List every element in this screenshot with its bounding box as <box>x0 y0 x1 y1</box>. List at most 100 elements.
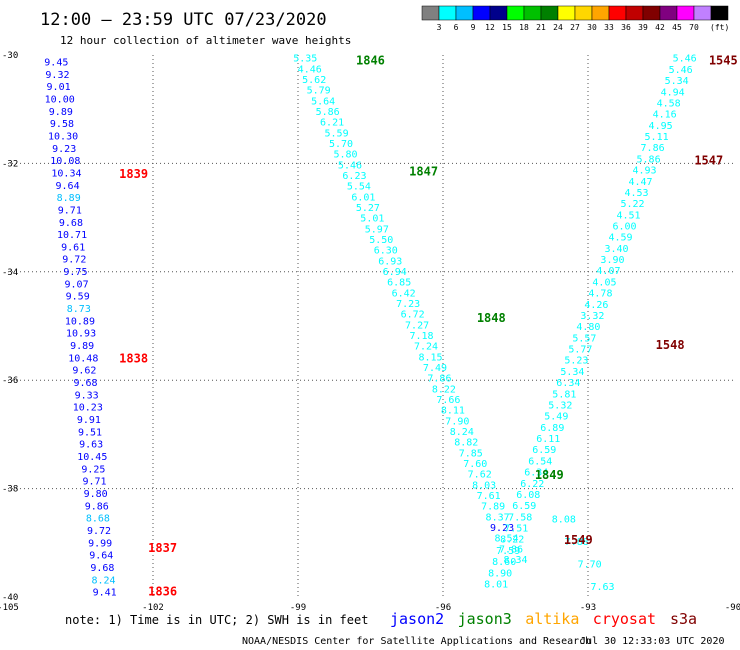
wave-height-value: 7.70 <box>578 560 602 571</box>
wave-height-value: 7.49 <box>423 363 447 374</box>
wave-height-value: 9.72 <box>87 526 111 537</box>
wave-height-value: 5.50 <box>369 235 393 246</box>
pass-time-labels: 1839 1838 1837 1836 1846 1847 1848 1849 1545 1547… <box>119 53 738 598</box>
wave-height-values: 9.459.329.0110.009.899.5810.309.2310.081… <box>44 54 696 599</box>
wave-height-value: 5.22 <box>620 199 644 210</box>
wave-height-value: 7.23 <box>396 299 420 310</box>
wave-height-value: 6.93 <box>378 256 402 267</box>
wave-height-value: 7.90 <box>445 416 469 427</box>
legend-swatch <box>455 5 474 21</box>
legend-unit: (ft) <box>710 23 729 32</box>
wave-height-value: 5.79 <box>307 86 331 97</box>
wave-height-value: 5.23 <box>564 356 588 367</box>
wave-height-value: 6.00 <box>612 221 636 232</box>
wave-height-value: 7.18 <box>410 331 434 342</box>
wave-height-value: 9.63 <box>79 440 103 451</box>
chart-grid <box>8 55 733 597</box>
legend-swatch <box>710 5 729 21</box>
wave-height-value: 4.26 <box>584 300 608 311</box>
color-scale-legend: 3 6 9 12 15 18 21 24 27 30 33 36 39 42 45 70 <box>421 5 729 32</box>
wave-height-value: 10.34 <box>51 168 81 179</box>
wave-height-value: 8.68 <box>86 514 110 525</box>
satellite-legend-label: jason3 <box>458 610 512 628</box>
wave-height-value: 10.23 <box>73 403 103 414</box>
wave-height-value: 4.51 <box>616 210 640 221</box>
pass-time-label: 1545 <box>709 53 738 67</box>
legend-swatch <box>659 5 678 21</box>
wave-height-value: 6.23 <box>342 171 366 182</box>
wave-height-value: 4.58 <box>657 98 681 109</box>
chart-subtitle: 12 hour collection of altimeter wave hei… <box>60 34 351 47</box>
wave-height-value: 8.82 <box>454 438 478 449</box>
wave-height-value: 6.72 <box>401 310 425 321</box>
wave-height-value: 10.93 <box>66 329 96 340</box>
legend-swatch <box>608 5 627 21</box>
wave-height-value: 4.80 <box>576 322 600 333</box>
legend-swatch <box>574 5 593 21</box>
wave-height-value: 9.71 <box>58 205 82 216</box>
wave-height-value: 6.94 <box>383 267 407 278</box>
satellite-legend-label: altika <box>525 610 579 628</box>
wave-height-value: 7.62 <box>468 470 492 481</box>
wave-height-value: 5.34 <box>665 76 689 87</box>
x-tick-label: -99 <box>290 603 306 613</box>
wave-height-value: 6.42 <box>392 288 416 299</box>
wave-height-value: 4.94 <box>661 87 685 98</box>
wave-height-value: 7.86 <box>427 374 451 385</box>
wave-height-value: 8.11 <box>441 406 465 417</box>
x-tick-label: -96 <box>435 603 451 613</box>
wave-height-value: 6.34 <box>556 378 580 389</box>
x-tick-label: -105 <box>0 603 19 613</box>
wave-height-value: 9.71 <box>83 477 107 488</box>
wave-height-value: 10.48 <box>68 353 98 364</box>
legend-swatch <box>523 5 542 21</box>
wave-height-value: 7.86 <box>641 143 665 154</box>
wave-height-value: 9.72 <box>62 255 86 266</box>
wave-height-value: 7.88 <box>565 537 589 548</box>
satellite-legend-label: cryosat <box>593 610 656 628</box>
legend-label: 27 <box>570 23 580 32</box>
wave-height-value: 9.64 <box>56 181 80 192</box>
wave-height-value: 5.70 <box>329 139 353 150</box>
wave-height-value: 6.22 <box>520 479 544 490</box>
wave-height-value: 3.32 <box>580 311 604 322</box>
wave-height-value: 5.54 <box>347 182 371 193</box>
legend-label: 42 <box>655 23 665 32</box>
wave-height-value: 8.01 <box>484 579 508 590</box>
wave-height-value: 8.37 <box>486 512 510 523</box>
y-tick-label: -30 <box>2 51 18 61</box>
wave-height-value: 6.30 <box>374 246 398 257</box>
legend-swatch <box>540 5 559 21</box>
wave-height-value: 7.86 <box>499 544 523 555</box>
wave-height-value: 7.27 <box>405 320 429 331</box>
wave-height-value: 8.54 <box>495 534 519 545</box>
wave-height-value: 9.68 <box>59 218 83 229</box>
wave-height-value: 9.89 <box>70 341 94 352</box>
y-tick-label: -36 <box>2 376 18 386</box>
wave-height-value: 9.23 <box>52 144 76 155</box>
wave-height-value: 7.60 <box>463 459 487 470</box>
legend-swatch <box>421 5 440 21</box>
pass-time-label: 1839 <box>119 167 148 181</box>
wave-height-value: 10.89 <box>65 316 95 327</box>
legend-label: 6 <box>454 23 459 32</box>
wave-height-value: 10.30 <box>48 131 78 142</box>
wave-height-value: 7.59 <box>496 546 520 557</box>
legend-swatch <box>676 5 695 21</box>
wave-height-value: 8.73 <box>67 304 91 315</box>
wave-height-value: 4.46 <box>298 64 322 75</box>
wave-height-value: 8.08 <box>552 514 576 525</box>
pass-time-label: 1849 <box>535 468 564 482</box>
wave-height-value: 7.61 <box>477 491 501 502</box>
wave-height-value: 7.24 <box>414 342 438 353</box>
wave-height-value: 9.99 <box>88 538 112 549</box>
legend-label: 24 <box>553 23 563 32</box>
wave-height-value: 6.89 <box>540 423 564 434</box>
wave-height-value: 5.97 <box>365 224 389 235</box>
wave-height-value: 7.58 <box>508 512 532 523</box>
legend-swatch <box>642 5 661 21</box>
wave-height-value: 5.77 <box>568 345 592 356</box>
wave-height-value: 9.62 <box>72 366 96 377</box>
legend-swatch <box>489 5 508 21</box>
wave-height-value: 8.24 <box>91 575 115 586</box>
